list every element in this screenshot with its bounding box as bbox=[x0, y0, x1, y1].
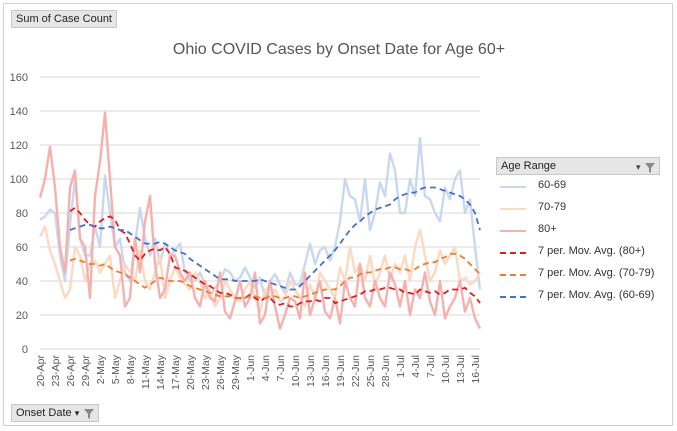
x-tick-label: 13-Jun bbox=[305, 355, 317, 387]
x-tick-label: 22-Jun bbox=[350, 355, 362, 387]
y-tick-label: 60 bbox=[16, 242, 28, 254]
x-tick-label: 16-Jul bbox=[470, 355, 482, 384]
legend-label: 70-79 bbox=[538, 201, 567, 213]
x-tick-label: 25-Jun bbox=[365, 355, 377, 387]
y-tick-label: 0 bbox=[22, 344, 28, 356]
filter-dropdown-icon[interactable]: ▾ bbox=[75, 408, 94, 419]
x-tick-label: 5-May bbox=[110, 354, 122, 384]
x-tick-label: 7-Jul bbox=[425, 355, 437, 378]
x-tick-label: 19-Jun bbox=[335, 355, 347, 387]
series-line-7-per-mov-avg-60-69- bbox=[69, 186, 481, 291]
x-tick-label: 23-Apr bbox=[50, 354, 62, 386]
x-tick-label: 17-May bbox=[170, 354, 182, 390]
value-field-button[interactable]: Sum of Case Count bbox=[11, 10, 117, 28]
x-tick-label: 4-Jul bbox=[410, 355, 422, 378]
x-tick-label: 23-May bbox=[200, 354, 212, 390]
x-tick-label: 29-Apr bbox=[80, 354, 92, 386]
series-line-80- bbox=[38, 111, 482, 330]
x-tick-label: 4-Jun bbox=[260, 355, 272, 381]
x-tick-label: 10-Jul bbox=[440, 355, 452, 384]
legend-label: 7 per. Mov. Avg. (80+) bbox=[538, 245, 645, 257]
x-tick-label: 28-Jun bbox=[380, 355, 392, 387]
y-tick-label: 100 bbox=[10, 174, 28, 186]
legend-title-label: Age Range bbox=[501, 160, 557, 172]
axis-field-label: Onset Date bbox=[16, 407, 72, 419]
y-tick-label: 40 bbox=[16, 276, 28, 288]
x-tick-label: 11-May bbox=[140, 354, 152, 389]
x-tick-label: 1-Jun bbox=[245, 355, 257, 381]
y-tick-label: 20 bbox=[16, 310, 28, 322]
legend-swatch bbox=[500, 296, 526, 298]
y-tick-label: 120 bbox=[10, 140, 28, 152]
y-tick-label: 140 bbox=[10, 106, 28, 118]
legend-swatch bbox=[500, 252, 526, 254]
series-line-7-per-mov-avg-80- bbox=[69, 207, 481, 308]
x-tick-label: 1-Jul bbox=[395, 355, 407, 378]
x-tick-label: 29-May bbox=[230, 354, 242, 390]
legend-swatch bbox=[500, 230, 526, 232]
legend-swatch bbox=[500, 274, 526, 276]
chart-title: Ohio COVID Cases by Onset Date for Age 6… bbox=[173, 41, 505, 58]
y-tick-label: 160 bbox=[10, 72, 28, 84]
x-tick-label: 20-Apr bbox=[35, 354, 47, 386]
x-tick-label: 26-May bbox=[215, 354, 227, 390]
legend-label: 80+ bbox=[538, 223, 557, 235]
x-tick-label: 14-May bbox=[155, 354, 167, 390]
legend-label: 7 per. Mov. Avg. (60-69) bbox=[538, 289, 655, 301]
x-tick-label: 26-Apr bbox=[65, 354, 77, 386]
axis-field-button[interactable]: Onset Date ▾ bbox=[11, 404, 99, 422]
legend-swatch bbox=[500, 208, 526, 210]
legend-label: 7 per. Mov. Avg. (70-79) bbox=[538, 267, 655, 279]
x-tick-label: 10-Jun bbox=[290, 355, 302, 387]
x-tick-label: 20-May bbox=[185, 354, 197, 390]
legend-label: 60-69 bbox=[538, 179, 567, 191]
chart-area bbox=[3, 3, 673, 426]
y-tick-label: 80 bbox=[16, 208, 28, 220]
x-tick-label: 16-Jun bbox=[320, 355, 332, 387]
filter-dropdown-icon[interactable]: ▾ bbox=[636, 159, 655, 175]
x-tick-label: 2-May bbox=[95, 354, 107, 384]
series-line-60-69 bbox=[39, 137, 482, 300]
value-field-label: Sum of Case Count bbox=[16, 13, 112, 25]
y-axis-ticks: 0 20 40 60 80 100 120 140 160 bbox=[10, 72, 28, 356]
series-line-7-per-mov-avg-70-79- bbox=[69, 252, 481, 299]
x-tick-label: 13-Jul bbox=[455, 355, 467, 384]
x-tick-label: 8-May bbox=[125, 354, 137, 384]
legend-title-field-button[interactable]: Age Range ▾ bbox=[496, 157, 660, 175]
series-lines bbox=[38, 111, 482, 330]
legend-swatch bbox=[500, 186, 526, 188]
x-axis-ticks: 20-Apr 23-Apr 26-Apr 29-Apr 2-May 5-May 8-May 1… bbox=[35, 354, 482, 390]
x-tick-label: 7-Jun bbox=[275, 355, 287, 381]
